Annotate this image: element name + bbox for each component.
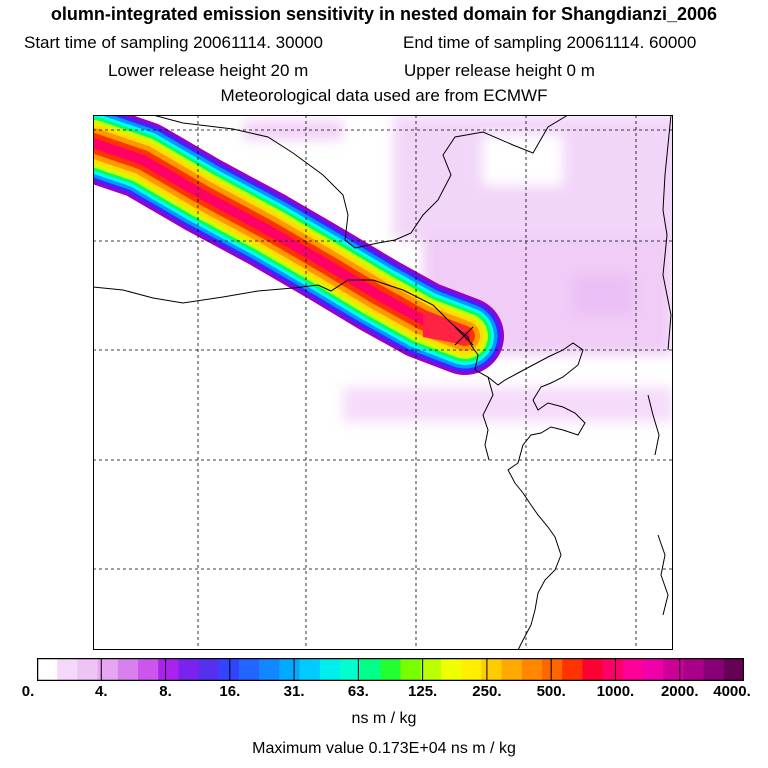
map-panel bbox=[93, 115, 673, 650]
borders-and-coastlines bbox=[93, 115, 672, 650]
legend-color-cell bbox=[319, 658, 341, 681]
legend-color-cell bbox=[239, 658, 260, 681]
legend-tick-label: 2000. bbox=[660, 683, 699, 700]
meteorological-data-label: Meteorological data used are from ECMWF bbox=[220, 86, 548, 105]
end-time-label: End time of sampling 20061114. 60000 bbox=[403, 33, 697, 52]
lower-release-height-label: Lower release height 20 m bbox=[108, 61, 309, 80]
maximum-value-label: Maximum value 0.173E+04 ns m / kg bbox=[252, 740, 516, 757]
legend-color-cell bbox=[37, 658, 58, 681]
legend-color-cell bbox=[501, 658, 523, 681]
legend-tick-labels: 0. 4. 8. 16. 31. 63. 125. 250. 500. 1000. 2000. 400… bbox=[0, 683, 768, 705]
legend-color-cell bbox=[380, 658, 402, 681]
legend-color-cell bbox=[57, 658, 78, 681]
legend-color-cell bbox=[218, 658, 240, 681]
legend-tick-label: 63. bbox=[347, 683, 369, 700]
legend-color-cell bbox=[400, 658, 422, 681]
map-frame bbox=[93, 115, 673, 650]
legend-color-cell bbox=[97, 658, 119, 681]
legend-color-cell bbox=[158, 658, 179, 681]
legend-tick-label: 4. bbox=[95, 683, 108, 700]
legend-color-cell bbox=[178, 658, 200, 681]
legend-tick-label: 500. bbox=[536, 683, 566, 700]
legend-tick-label: 4000. bbox=[713, 683, 751, 700]
plume-band bbox=[93, 138, 470, 341]
legend-tick-label: 16. bbox=[219, 683, 241, 700]
legend-tick-label: 0. bbox=[21, 683, 35, 700]
legend-tick-label: 31. bbox=[283, 683, 305, 700]
legend-color-cell bbox=[299, 658, 321, 681]
legend-color-cell bbox=[340, 658, 361, 681]
legend-color-cell bbox=[117, 658, 139, 681]
start-time-label: Start time of sampling 20061114. 30000 bbox=[24, 33, 323, 52]
legend-color-cell bbox=[461, 658, 482, 681]
legend-color-cell bbox=[441, 658, 462, 681]
legend-color-cell bbox=[643, 658, 664, 681]
legend-color-cell bbox=[360, 658, 381, 681]
legend-color-cell bbox=[138, 658, 159, 681]
legend-color-cell bbox=[481, 658, 503, 681]
legend-tick-label: 1000. bbox=[596, 683, 635, 700]
legend-tick-label: 125. bbox=[408, 683, 438, 700]
legend-color-cell bbox=[542, 658, 563, 681]
legend-color-cell bbox=[279, 658, 301, 681]
background-sensitivity-field bbox=[243, 115, 673, 422]
legend-tick-label: 250. bbox=[472, 683, 502, 700]
lat-lon-grid bbox=[93, 115, 673, 650]
legend-color-cell bbox=[420, 658, 442, 681]
legend-color-cell bbox=[77, 658, 99, 681]
legend-units-label: ns m / kg bbox=[351, 710, 417, 727]
legend-color-cell bbox=[562, 658, 583, 681]
legend-color-cell bbox=[663, 658, 684, 681]
emission-sensitivity-plume bbox=[93, 115, 504, 375]
legend-color-cell bbox=[198, 658, 220, 681]
legend-color-cell bbox=[582, 658, 604, 681]
legend-color-cell bbox=[602, 658, 624, 681]
color-legend-bar bbox=[37, 658, 744, 681]
legend-color-cell bbox=[521, 658, 543, 681]
legend-tick-label: 8. bbox=[159, 683, 172, 700]
legend-color-cell bbox=[683, 658, 705, 681]
legend-color-cell bbox=[259, 658, 280, 681]
plot-title: olumn-integrated emission sensitivity in… bbox=[50, 4, 718, 24]
legend-color-cell bbox=[703, 658, 725, 681]
cross-icon bbox=[454, 326, 474, 346]
plume-tip bbox=[423, 310, 465, 345]
upper-release-height-label: Upper release height 0 m bbox=[404, 61, 595, 80]
legend-color-cell bbox=[622, 658, 644, 681]
legend-color-cell bbox=[723, 658, 744, 681]
